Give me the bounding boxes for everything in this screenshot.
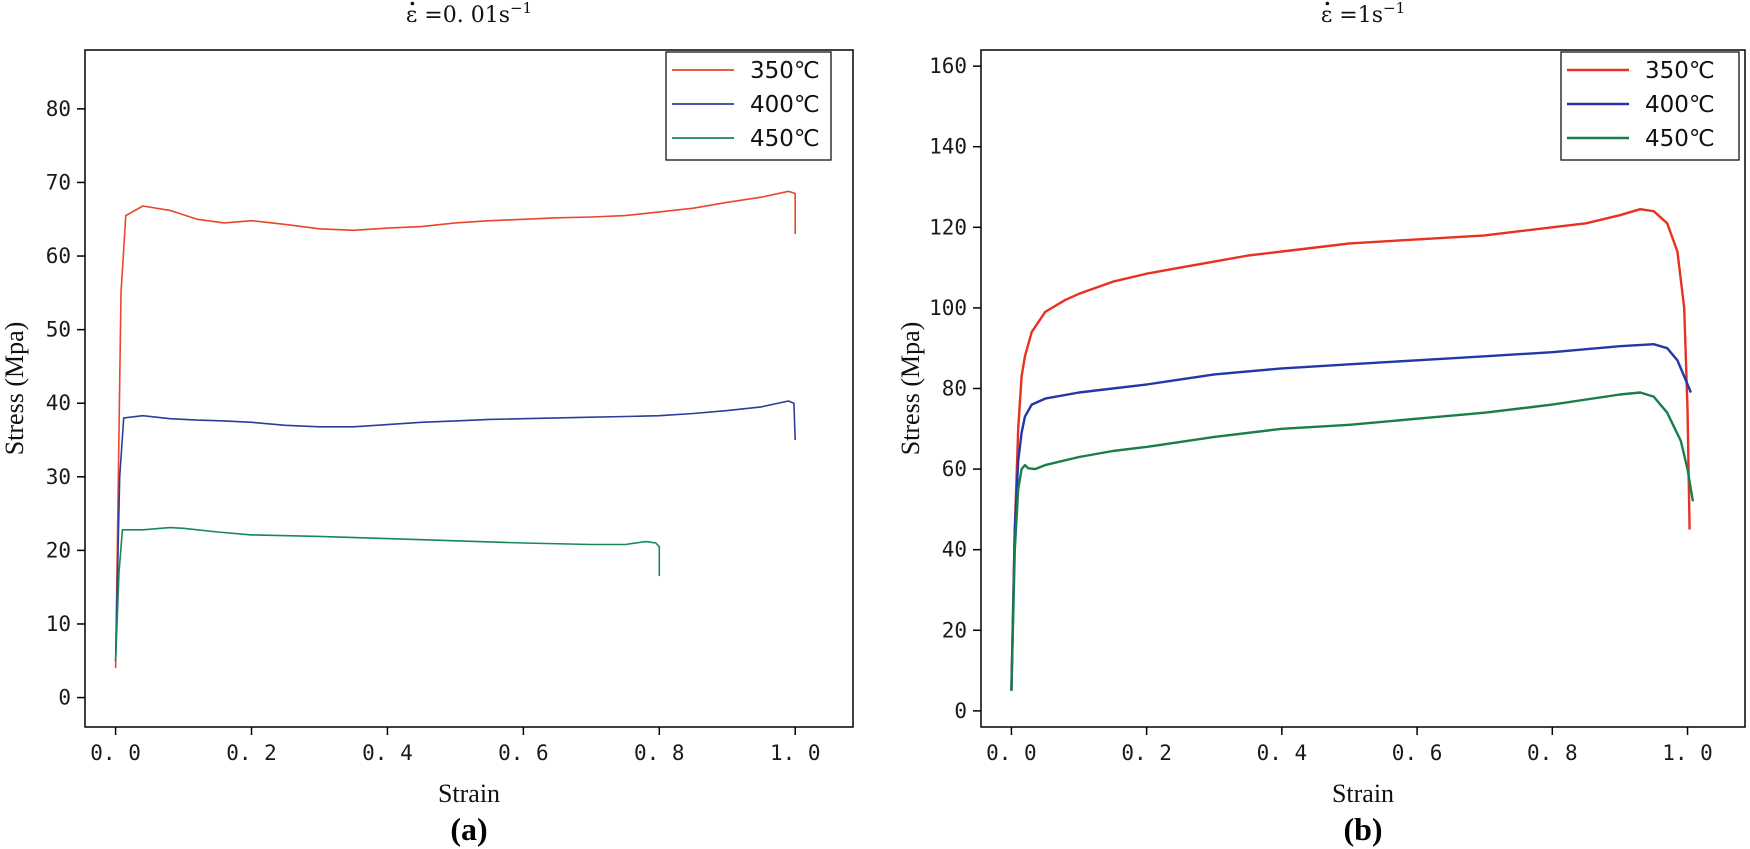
x-tick-label: 0. 0 (986, 741, 1037, 765)
panel-label: (a) (450, 811, 487, 847)
y-tick-label: 20 (942, 618, 967, 642)
legend-label: 400℃ (1645, 92, 1715, 118)
series-line-350c (1010, 207, 1691, 691)
y-tick-label: 140 (929, 135, 967, 159)
x-tick-label: 0. 8 (1527, 741, 1578, 765)
y-tick-label: 40 (942, 538, 967, 562)
chart-title-exponent: −1 (1383, 0, 1405, 17)
y-tick-label: 0 (954, 699, 967, 723)
x-axis-title: Strain (438, 779, 500, 808)
y-tick-label: 0 (58, 686, 71, 710)
legend-label: 350℃ (750, 58, 820, 84)
y-tick-label: 80 (942, 377, 967, 401)
epsilon-dot (410, 1, 415, 6)
y-tick-label: 50 (46, 318, 71, 342)
chart-title-exponent: −1 (510, 0, 532, 17)
series-line-450c (1010, 391, 1695, 691)
legend-label: 450℃ (750, 126, 820, 152)
chart-panel-b: 0 20 40 60 80 100 120 140 160 0. 0 0. 2 0. 4 0. 6 0. … (896, 0, 1746, 847)
x-tick-label: 1. 0 (770, 741, 821, 765)
y-axis-title: Stress (Mpa) (0, 322, 29, 456)
series-line-450c (114, 526, 661, 661)
y-tick-label: 160 (929, 54, 967, 78)
chart-title-rate: ε =1s (1321, 3, 1383, 28)
chart-title: ε =1s−1 (1321, 0, 1405, 28)
y-tick-label: 80 (46, 97, 71, 121)
y-tick-label: 120 (929, 215, 967, 239)
chart-title-rate: ε =0. 01s (406, 3, 510, 28)
chart-title: ε =0. 01s−1 (406, 0, 532, 28)
legend-label: 350℃ (1645, 58, 1715, 84)
x-tick-label: 0. 2 (226, 741, 277, 765)
legend: 350℃ 400℃ 450℃ (1560, 51, 1740, 161)
y-tick-label: 100 (929, 296, 967, 320)
series-line-400c (114, 400, 796, 661)
legend-label: 450℃ (1645, 126, 1715, 152)
x-tick-label: 0. 0 (90, 741, 141, 765)
y-tick-label: 60 (46, 244, 71, 268)
y-tick-label: 20 (46, 538, 71, 562)
x-tick-label: 0. 6 (1392, 741, 1443, 765)
x-tick-label: 0. 4 (1257, 741, 1308, 765)
x-tick-label: 0. 2 (1121, 741, 1172, 765)
y-axis-title: Stress (Mpa) (896, 322, 925, 456)
epsilon-dot (1325, 1, 1330, 6)
y-tick-label: 70 (46, 170, 71, 194)
y-tick-label: 40 (46, 391, 71, 415)
chart-panel-a: 0 10 20 30 40 50 60 70 80 0. 0 0. 2 0. 4 0. 6 0. 8 1. … (0, 0, 854, 847)
series-line-400c (1010, 343, 1693, 691)
series-line-350c (114, 190, 797, 669)
y-tick-label: 30 (46, 465, 71, 489)
legend: 350℃ 400℃ 450℃ (665, 51, 832, 161)
y-tick-label: 60 (942, 457, 967, 481)
legend-label: 400℃ (750, 92, 820, 118)
x-tick-label: 1. 0 (1662, 741, 1713, 765)
y-tick-label: 10 (46, 612, 71, 636)
panel-label: (b) (1343, 811, 1382, 847)
x-tick-label: 0. 4 (362, 741, 413, 765)
x-tick-label: 0. 6 (498, 741, 549, 765)
x-axis-title: Strain (1332, 779, 1394, 808)
x-tick-label: 0. 8 (634, 741, 685, 765)
plot-frame (84, 49, 854, 728)
